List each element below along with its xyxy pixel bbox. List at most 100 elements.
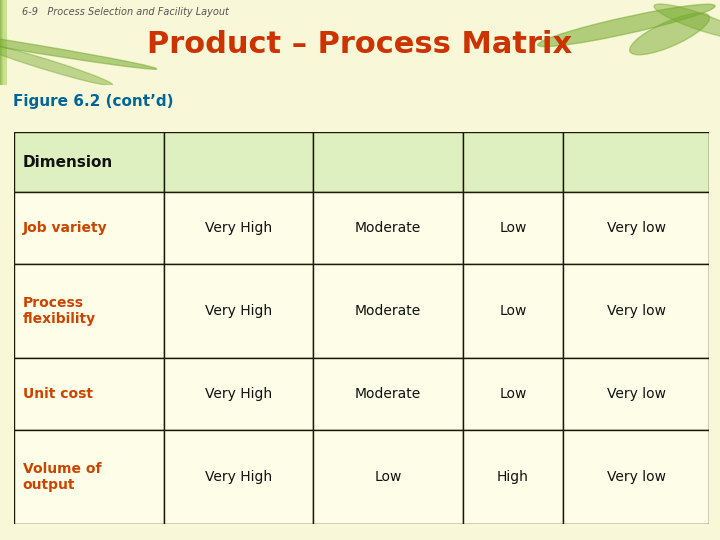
- Bar: [3, 0, 6, 85]
- Bar: [1, 0, 4, 85]
- Bar: [3, 0, 6, 85]
- Bar: [1, 0, 5, 85]
- Bar: [2, 0, 6, 85]
- Bar: [563, 264, 709, 358]
- Bar: [3, 0, 6, 85]
- Bar: [2, 0, 6, 85]
- Bar: [1, 0, 5, 85]
- Bar: [2, 0, 6, 85]
- Bar: [0, 0, 4, 85]
- Bar: [1, 0, 4, 85]
- Bar: [1, 0, 5, 85]
- Bar: [3, 0, 6, 85]
- Bar: [0, 0, 4, 85]
- Bar: [1, 0, 5, 85]
- Bar: [1, 0, 5, 85]
- Bar: [2, 0, 6, 85]
- Bar: [0, 0, 4, 85]
- Bar: [1, 0, 5, 85]
- Bar: [1, 0, 4, 85]
- Bar: [2, 0, 6, 85]
- Bar: [4, 0, 7, 85]
- Bar: [462, 132, 563, 192]
- Bar: [2, 0, 6, 85]
- Bar: [1, 0, 5, 85]
- Bar: [462, 192, 563, 264]
- Text: Product – Process Matrix: Product – Process Matrix: [148, 30, 572, 58]
- Bar: [1, 0, 5, 85]
- Text: 6-9   Process Selection and Facility Layout: 6-9 Process Selection and Facility Layou…: [22, 7, 228, 17]
- Bar: [3, 0, 6, 85]
- Bar: [1, 0, 5, 85]
- Bar: [1, 0, 4, 85]
- Bar: [2, 0, 6, 85]
- Bar: [3, 0, 6, 85]
- Bar: [313, 264, 462, 358]
- Bar: [1, 0, 5, 85]
- Bar: [0, 0, 4, 85]
- Bar: [3, 0, 6, 85]
- Bar: [313, 358, 462, 430]
- Bar: [3, 0, 6, 85]
- Bar: [2, 0, 6, 85]
- Bar: [0, 0, 4, 85]
- Bar: [1, 0, 4, 85]
- Text: Very High: Very High: [205, 470, 272, 484]
- Text: Low: Low: [374, 470, 402, 484]
- Bar: [3, 0, 6, 85]
- Bar: [2, 0, 6, 85]
- Bar: [2, 0, 6, 85]
- Bar: [4, 0, 7, 85]
- Bar: [4, 0, 7, 85]
- Bar: [1, 0, 4, 85]
- Bar: [4, 0, 7, 85]
- Bar: [1, 0, 5, 85]
- Text: Moderate: Moderate: [355, 221, 421, 235]
- Text: Very High: Very High: [205, 221, 272, 235]
- Bar: [1, 0, 4, 85]
- Bar: [1, 0, 4, 85]
- Bar: [4, 0, 7, 85]
- Bar: [1, 0, 4, 85]
- Bar: [3, 0, 6, 85]
- Bar: [1, 0, 5, 85]
- Bar: [462, 358, 563, 430]
- Bar: [1, 0, 5, 85]
- Bar: [462, 264, 563, 358]
- Text: Moderate: Moderate: [355, 387, 421, 401]
- Bar: [4, 0, 7, 85]
- Bar: [14, 430, 163, 524]
- Bar: [4, 0, 7, 85]
- Bar: [1, 0, 4, 85]
- Bar: [2, 0, 6, 85]
- Bar: [1, 0, 5, 85]
- Bar: [462, 430, 563, 524]
- Bar: [2, 0, 6, 85]
- Bar: [1, 0, 5, 85]
- Bar: [2, 0, 6, 85]
- Bar: [1, 0, 4, 85]
- Text: Volume of
output: Volume of output: [23, 462, 102, 492]
- Bar: [4, 0, 7, 85]
- Bar: [3, 0, 6, 85]
- Bar: [163, 192, 313, 264]
- Bar: [0, 0, 4, 85]
- Text: Low: Low: [499, 387, 526, 401]
- Text: Very High: Very High: [205, 304, 272, 318]
- Bar: [1, 0, 4, 85]
- Text: Very low: Very low: [607, 470, 666, 484]
- Bar: [1, 0, 5, 85]
- Bar: [1, 0, 4, 85]
- Bar: [2, 0, 6, 85]
- Bar: [14, 358, 163, 430]
- Bar: [0, 0, 4, 85]
- Bar: [2, 0, 6, 85]
- Ellipse shape: [654, 4, 720, 38]
- Bar: [1, 0, 5, 85]
- Text: Low: Low: [499, 221, 526, 235]
- Bar: [563, 132, 709, 192]
- Bar: [1, 0, 4, 85]
- Bar: [4, 0, 7, 85]
- Bar: [2, 0, 6, 85]
- Bar: [1, 0, 5, 85]
